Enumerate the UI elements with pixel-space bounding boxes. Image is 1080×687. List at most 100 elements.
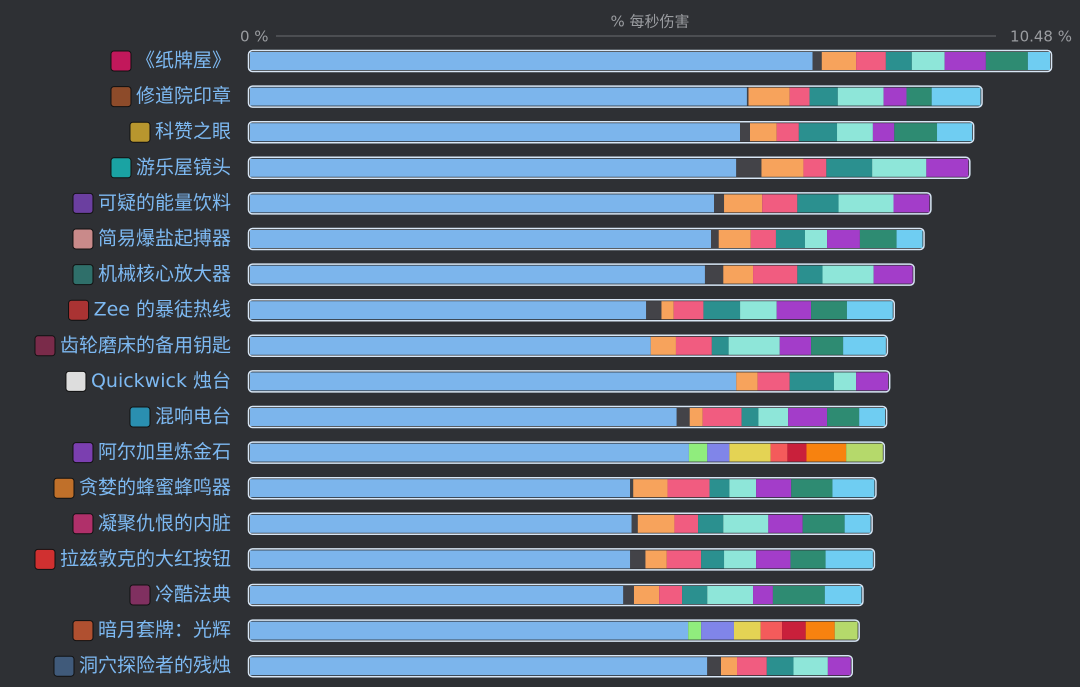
item-icon [53, 655, 75, 677]
bar-segment [827, 230, 860, 248]
bar-segment [843, 336, 886, 355]
category-label: Quickwick 烛台 [91, 370, 231, 392]
item-icon [110, 157, 132, 179]
category-label: 《纸牌屋》 [136, 50, 231, 72]
bar-segment [704, 265, 724, 284]
bar-segment [250, 52, 813, 70]
bar-segment [846, 301, 893, 320]
category-label: Zee 的暴徒热线 [94, 299, 231, 321]
bar-outline [247, 441, 886, 464]
bar-segment [250, 336, 651, 355]
bar-segment [761, 158, 804, 177]
bar-segment [826, 158, 873, 177]
bar-segment [753, 586, 773, 604]
bar-segment [661, 301, 674, 320]
bar-segment [707, 586, 754, 604]
bar-outline [247, 49, 1053, 73]
bar-outline [247, 619, 860, 642]
bar-outline [247, 583, 864, 607]
bar-segment [832, 479, 875, 498]
bar-segment [702, 408, 742, 426]
bar-segment [790, 550, 826, 569]
bar-outline [247, 476, 877, 500]
bar-segment [630, 550, 646, 569]
bar-segment [729, 443, 771, 462]
bar-segment [811, 301, 847, 320]
bar-segment [856, 372, 889, 391]
bar-segment [825, 550, 873, 569]
category-label: 可疑的能量饮料 [98, 192, 231, 214]
x-tick-label: 0 % [240, 28, 269, 46]
bar-segment [772, 586, 825, 604]
bar-outline [247, 192, 932, 215]
bar-segment [250, 123, 741, 142]
axis-title: % 每秒伤害 [610, 13, 689, 31]
bar-segment [250, 158, 737, 177]
bar-segment [673, 301, 704, 320]
bar-segment [724, 550, 757, 569]
bar-segment [837, 87, 884, 106]
bar-segment [667, 479, 710, 498]
bar-segment [718, 230, 751, 248]
bar-segment [674, 514, 699, 533]
bar-segment [720, 657, 738, 676]
item-icon [129, 406, 151, 428]
bar-segment [893, 194, 930, 213]
bar-segment [736, 372, 758, 391]
item-icon [68, 299, 90, 321]
item-icon [34, 548, 56, 570]
bar-segment [797, 265, 823, 284]
item-icon [72, 192, 94, 214]
bar-segment [834, 621, 858, 640]
bar-segment [698, 514, 724, 533]
bar-segment [740, 123, 750, 142]
bar-outline [247, 120, 975, 144]
bar-segment [740, 301, 777, 320]
bar-outline [247, 334, 889, 358]
bar-segment [637, 514, 675, 533]
bar-segment [827, 657, 851, 676]
bar-segment [714, 194, 725, 213]
bar-segment [688, 443, 708, 462]
bar-segment [985, 52, 1028, 70]
bar-segment [911, 52, 945, 70]
bar-outline [247, 156, 971, 180]
bar-segment [682, 586, 708, 604]
bar-segment [250, 550, 631, 569]
bar-segment [824, 586, 862, 604]
bar-segment [676, 408, 690, 426]
bar-segment [822, 265, 874, 284]
category-label: 贪婪的蜂蜜蜂鸣器 [79, 477, 231, 499]
bar-segment [873, 265, 913, 284]
bar-segment [250, 408, 677, 426]
bar-segment [723, 265, 754, 284]
bar-segment [782, 621, 806, 640]
bar-segment [250, 194, 715, 213]
category-label: 凝聚仇恨的内脏 [98, 512, 231, 534]
bar-segment [729, 479, 757, 498]
bar-segment [623, 586, 634, 604]
bar-segment [666, 550, 702, 569]
item-icon [72, 264, 94, 286]
bar-segment [633, 479, 668, 498]
bar-segment [802, 514, 845, 533]
bar-segment [250, 514, 632, 533]
category-label: 阿尔加里炼金石 [98, 441, 231, 463]
bar-segment [894, 123, 938, 142]
item-icon [110, 86, 132, 108]
bar-segment [805, 621, 835, 640]
bar-segment [633, 586, 660, 604]
bar-segment [896, 230, 923, 248]
item-icon [53, 477, 75, 499]
bar-segment [926, 158, 969, 177]
bar-segment [250, 443, 689, 462]
bar-segment [758, 408, 789, 426]
bar-segment [787, 443, 807, 462]
category-label: 机械核心放大器 [98, 263, 231, 285]
bar-segment [250, 657, 708, 676]
bar-segment [770, 443, 788, 462]
category-label: 暗月套牌：光辉 [98, 619, 231, 641]
bar-segment [804, 230, 828, 248]
bar-segment [630, 479, 634, 498]
x-tick-label: 10.48 % [1010, 28, 1072, 46]
